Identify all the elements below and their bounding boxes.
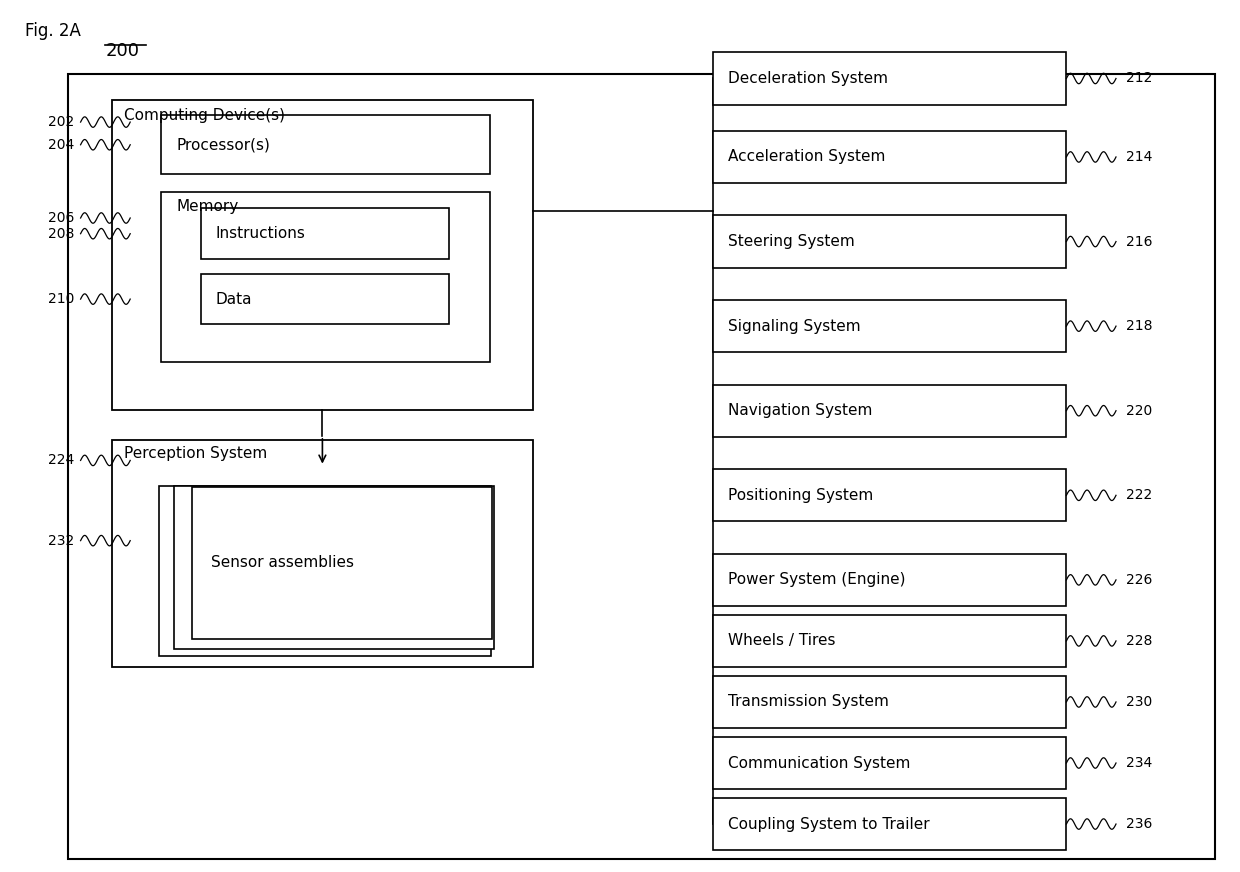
Text: 226: 226 <box>1126 573 1152 587</box>
Text: Communication System: Communication System <box>728 755 910 771</box>
Bar <box>713 131 1066 183</box>
Text: 200: 200 <box>105 42 139 60</box>
Text: Processor(s): Processor(s) <box>176 137 270 153</box>
Text: 206: 206 <box>48 211 74 225</box>
Text: Signaling System: Signaling System <box>728 318 861 334</box>
Text: 204: 204 <box>48 138 74 152</box>
Bar <box>713 385 1066 437</box>
Text: Positioning System: Positioning System <box>728 487 873 503</box>
Text: 216: 216 <box>1126 235 1152 249</box>
Bar <box>713 554 1066 606</box>
Text: 202: 202 <box>48 115 74 129</box>
Bar <box>713 469 1066 521</box>
Bar <box>713 300 1066 352</box>
Bar <box>713 676 1066 728</box>
Bar <box>112 100 533 410</box>
Text: Sensor assemblies: Sensor assemblies <box>211 555 353 570</box>
Text: Memory: Memory <box>176 199 238 214</box>
Text: Wheels / Tires: Wheels / Tires <box>728 633 836 649</box>
Text: Navigation System: Navigation System <box>728 403 872 419</box>
Bar <box>201 274 449 324</box>
Bar <box>713 737 1066 789</box>
Text: Power System (Engine): Power System (Engine) <box>728 572 905 588</box>
Text: Deceleration System: Deceleration System <box>728 71 888 86</box>
Text: 236: 236 <box>1126 817 1152 831</box>
Text: Steering System: Steering System <box>728 234 854 249</box>
Text: Data: Data <box>216 291 252 307</box>
Bar <box>192 487 492 639</box>
Text: 228: 228 <box>1126 634 1152 648</box>
Text: 214: 214 <box>1126 150 1152 164</box>
Bar <box>713 798 1066 850</box>
Text: 230: 230 <box>1126 695 1152 709</box>
Text: Fig. 2A: Fig. 2A <box>25 22 81 40</box>
Text: Transmission System: Transmission System <box>728 694 889 710</box>
Bar <box>161 115 490 174</box>
Text: 210: 210 <box>48 292 74 306</box>
Text: Instructions: Instructions <box>216 226 305 242</box>
Text: 224: 224 <box>48 453 74 467</box>
Bar <box>713 215 1066 268</box>
Text: Perception System: Perception System <box>124 446 268 461</box>
Text: 212: 212 <box>1126 72 1152 85</box>
Text: Computing Device(s): Computing Device(s) <box>124 108 285 123</box>
Text: 222: 222 <box>1126 488 1152 502</box>
Bar <box>713 52 1066 105</box>
Text: 208: 208 <box>48 227 74 241</box>
Bar <box>201 208 449 259</box>
Text: 234: 234 <box>1126 756 1152 770</box>
Text: 218: 218 <box>1126 319 1152 333</box>
Bar <box>159 486 491 656</box>
Bar <box>112 440 533 667</box>
Text: Acceleration System: Acceleration System <box>728 149 885 165</box>
Text: 220: 220 <box>1126 404 1152 418</box>
Text: 232: 232 <box>48 534 74 548</box>
Bar <box>174 486 494 649</box>
Bar <box>713 615 1066 667</box>
Bar <box>161 192 490 362</box>
Text: Coupling System to Trailer: Coupling System to Trailer <box>728 816 930 832</box>
